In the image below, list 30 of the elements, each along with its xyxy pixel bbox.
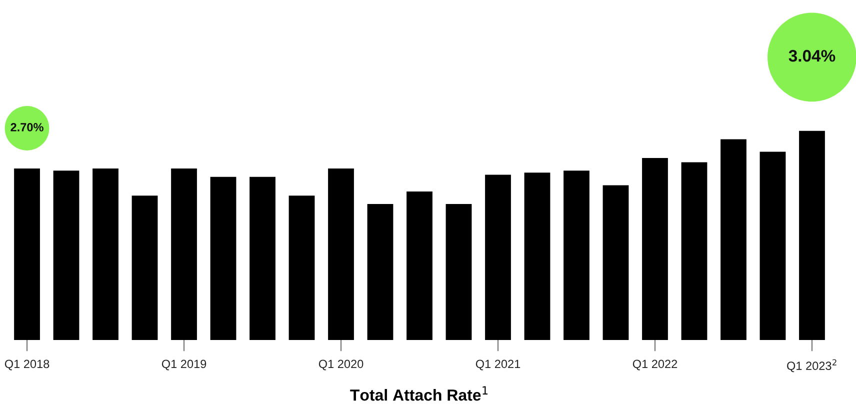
bar (367, 204, 394, 340)
bar (799, 130, 825, 340)
x-tick-label: Q1 2020 (318, 360, 364, 370)
bar (564, 170, 590, 340)
x-axis-title: Total Attach Rate$^{1}$ (350, 386, 488, 401)
bar (171, 168, 197, 340)
x-tick-label: Q1 2021 (476, 360, 520, 370)
bar (406, 192, 432, 340)
x-tick-label: Q1 2019 (162, 360, 206, 370)
bar (524, 172, 550, 340)
bar (132, 196, 158, 340)
bar (328, 168, 354, 340)
bar (602, 185, 629, 340)
bar (210, 176, 236, 340)
bar (760, 152, 786, 340)
text: 3.04% (788, 50, 836, 62)
bar (485, 174, 511, 340)
bar (446, 204, 472, 340)
bar (642, 158, 668, 340)
bar (53, 170, 80, 340)
bar (681, 162, 708, 340)
bar (250, 176, 276, 340)
x-tick-label: Q1 2022 (632, 360, 678, 370)
x-tick-label: Q1 2018 (4, 360, 50, 370)
bar (720, 139, 746, 340)
bar (92, 168, 118, 340)
annotation: 2.70% (10, 123, 44, 132)
bar (14, 168, 40, 340)
bar (288, 196, 315, 340)
x-tick-label: Q1 2023$^{2}$ (787, 359, 836, 372)
